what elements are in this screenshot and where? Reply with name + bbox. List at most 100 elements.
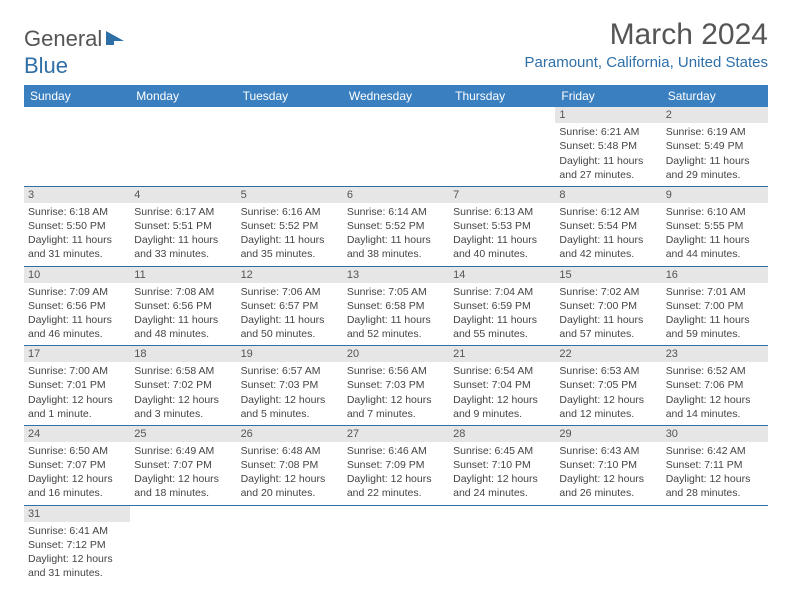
day-number: 12 [237,267,343,283]
sunset: Sunset: 5:55 PM [666,219,764,233]
daylight: Daylight: 11 hours and 35 minutes. [241,233,339,261]
weekday-header-row: Sunday Monday Tuesday Wednesday Thursday… [24,85,768,107]
sunrise: Sunrise: 7:06 AM [241,285,339,299]
daylight: Daylight: 12 hours and 18 minutes. [134,472,232,500]
weekday-sunday: Sunday [24,85,130,107]
calendar-cell [343,107,449,186]
sunset: Sunset: 6:59 PM [453,299,551,313]
calendar-cell: 10Sunrise: 7:09 AMSunset: 6:56 PMDayligh… [24,266,130,346]
daylight: Daylight: 11 hours and 38 minutes. [347,233,445,261]
sunset: Sunset: 5:48 PM [559,139,657,153]
daylight: Daylight: 12 hours and 7 minutes. [347,393,445,421]
day-number: 29 [555,426,661,442]
day-content: Sunrise: 6:49 AMSunset: 7:07 PMDaylight:… [130,442,236,505]
calendar-cell: 18Sunrise: 6:58 AMSunset: 7:02 PMDayligh… [130,346,236,426]
title-block: March 2024 Paramount, California, United… [525,18,768,71]
calendar-cell: 21 Sunrise: 6:54 AMSunset: 7:04 PMDayligh… [449,346,555,426]
calendar-week: 3Sunrise: 6:18 AMSunset: 5:50 PMDaylight… [24,186,768,266]
day-number: 25 [130,426,236,442]
calendar-cell [343,505,449,584]
daylight: Daylight: 11 hours and 48 minutes. [134,313,232,341]
sunrise: Sunrise: 6:48 AM [241,444,339,458]
day-number [130,506,236,522]
sunset: Sunset: 7:07 PM [28,458,126,472]
sunset: Sunset: 7:11 PM [666,458,764,472]
day-number [343,107,449,123]
day-content: Sunrise: 7:04 AMSunset: 6:59 PMDaylight:… [449,283,555,346]
calendar-cell: 30Sunrise: 6:42 AMSunset: 7:11 PMDayligh… [662,425,768,505]
day-number [449,506,555,522]
day-content: Sunrise: 7:08 AMSunset: 6:56 PMDaylight:… [130,283,236,346]
sunset: Sunset: 5:53 PM [453,219,551,233]
sunset: Sunset: 7:04 PM [453,378,551,392]
sunrise: Sunrise: 6:46 AM [347,444,445,458]
day-number [130,107,236,123]
day-content: Sunrise: 6:19 AMSunset: 5:49 PMDaylight:… [662,123,768,186]
calendar-cell: 17Sunrise: 7:00 AMSunset: 7:01 PMDayligh… [24,346,130,426]
daylight: Daylight: 11 hours and 52 minutes. [347,313,445,341]
weekday-monday: Monday [130,85,236,107]
day-number: 3 [24,187,130,203]
day-content: Sunrise: 7:00 AMSunset: 7:01 PMDaylight:… [24,362,130,425]
day-number: 22 [555,346,661,362]
sunset: Sunset: 7:02 PM [134,378,232,392]
sunrise: Sunrise: 7:09 AM [28,285,126,299]
day-number: 21 [449,346,555,362]
day-content: Sunrise: 6:10 AMSunset: 5:55 PMDaylight:… [662,203,768,266]
logo-text-accent: Blue [24,53,68,78]
calendar-cell: 16Sunrise: 7:01 AMSunset: 7:00 PMDayligh… [662,266,768,346]
calendar-cell: 22Sunrise: 6:53 AMSunset: 7:05 PMDayligh… [555,346,661,426]
day-content: Sunrise: 6:14 AMSunset: 5:52 PMDaylight:… [343,203,449,266]
day-number: 1 [555,107,661,123]
calendar-cell [24,107,130,186]
sunrise: Sunrise: 6:17 AM [134,205,232,219]
sunset: Sunset: 5:52 PM [347,219,445,233]
sunrise: Sunrise: 6:43 AM [559,444,657,458]
daylight: Daylight: 12 hours and 12 minutes. [559,393,657,421]
day-content: Sunrise: 6:13 AMSunset: 5:53 PMDaylight:… [449,203,555,266]
sunset: Sunset: 5:52 PM [241,219,339,233]
calendar-cell: 20Sunrise: 6:56 AMSunset: 7:03 PMDayligh… [343,346,449,426]
day-number: 16 [662,267,768,283]
calendar-cell [449,107,555,186]
calendar-cell: 15Sunrise: 7:02 AMSunset: 7:00 PMDayligh… [555,266,661,346]
flag-icon [104,27,128,53]
day-content: Sunrise: 6:41 AMSunset: 7:12 PMDaylight:… [24,522,130,585]
sunset: Sunset: 5:54 PM [559,219,657,233]
sunrise: Sunrise: 6:19 AM [666,125,764,139]
day-content: Sunrise: 6:21 AMSunset: 5:48 PMDaylight:… [555,123,661,186]
calendar-week: 31Sunrise: 6:41 AMSunset: 7:12 PMDayligh… [24,505,768,584]
day-number [237,506,343,522]
sunrise: Sunrise: 6:18 AM [28,205,126,219]
daylight: Daylight: 11 hours and 44 minutes. [666,233,764,261]
daylight: Daylight: 11 hours and 46 minutes. [28,313,126,341]
day-content: Sunrise: 7:06 AMSunset: 6:57 PMDaylight:… [237,283,343,346]
daylight: Daylight: 11 hours and 31 minutes. [28,233,126,261]
day-number: 11 [130,267,236,283]
daylight: Daylight: 12 hours and 20 minutes. [241,472,339,500]
day-content: Sunrise: 7:02 AMSunset: 7:00 PMDaylight:… [555,283,661,346]
sunrise: Sunrise: 6:54 AM [453,364,551,378]
calendar-cell [662,505,768,584]
daylight: Daylight: 12 hours and 28 minutes. [666,472,764,500]
day-number [555,506,661,522]
weekday-tuesday: Tuesday [237,85,343,107]
day-number: 4 [130,187,236,203]
daylight: Daylight: 12 hours and 9 minutes. [453,393,551,421]
sunrise: Sunrise: 7:02 AM [559,285,657,299]
daylight: Daylight: 11 hours and 59 minutes. [666,313,764,341]
sunrise: Sunrise: 7:00 AM [28,364,126,378]
calendar-cell: 1Sunrise: 6:21 AMSunset: 5:48 PMDaylight… [555,107,661,186]
daylight: Daylight: 11 hours and 55 minutes. [453,313,551,341]
sunset: Sunset: 7:08 PM [241,458,339,472]
daylight: Daylight: 11 hours and 50 minutes. [241,313,339,341]
sunrise: Sunrise: 6:10 AM [666,205,764,219]
sunset: Sunset: 7:03 PM [241,378,339,392]
calendar-week: 24Sunrise: 6:50 AMSunset: 7:07 PMDayligh… [24,425,768,505]
sunrise: Sunrise: 6:42 AM [666,444,764,458]
daylight: Daylight: 12 hours and 3 minutes. [134,393,232,421]
day-number [662,506,768,522]
calendar-cell [449,505,555,584]
day-content: Sunrise: 6:48 AMSunset: 7:08 PMDaylight:… [237,442,343,505]
calendar-cell: 27Sunrise: 6:46 AMSunset: 7:09 PMDayligh… [343,425,449,505]
